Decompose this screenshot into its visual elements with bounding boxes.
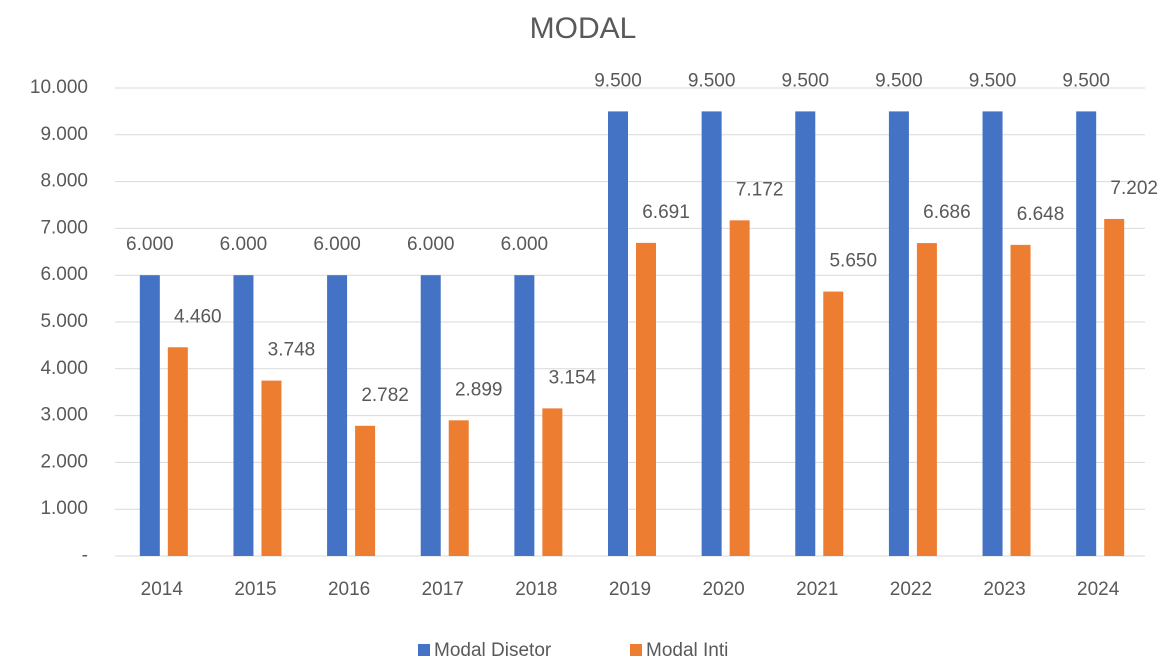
x-tick-label: 2014 xyxy=(141,579,184,600)
x-tick-label: 2023 xyxy=(983,579,1025,600)
data-label: 6.686 xyxy=(923,202,971,223)
x-tick-label: 2024 xyxy=(1077,579,1120,600)
legend-swatch xyxy=(630,644,642,656)
y-tick-label: 10.000 xyxy=(30,77,88,98)
bar xyxy=(636,242,656,556)
bar xyxy=(1010,244,1031,556)
y-tick-label: 4.000 xyxy=(40,358,88,379)
y-tick-label: 1.000 xyxy=(40,498,88,519)
bar xyxy=(139,275,160,556)
data-label: 9.500 xyxy=(1062,70,1110,91)
y-tick-label: 7.000 xyxy=(40,217,88,238)
legend-label: Modal Disetor xyxy=(434,640,552,661)
y-tick-label: 2.000 xyxy=(40,451,88,472)
bar xyxy=(916,243,937,556)
bar xyxy=(982,111,1003,557)
legend-label: Modal Inti xyxy=(646,640,728,661)
x-tick-label: 2016 xyxy=(328,579,370,600)
data-label: 9.500 xyxy=(594,70,642,91)
data-label: 9.500 xyxy=(875,70,923,91)
bar xyxy=(1104,218,1125,556)
x-tick-label: 2019 xyxy=(609,579,651,600)
x-tick-label: 2018 xyxy=(515,579,557,600)
y-tick-label: 3.000 xyxy=(40,405,88,426)
bar xyxy=(701,111,722,557)
data-label: 5.650 xyxy=(829,251,877,272)
bar xyxy=(729,220,750,556)
y-tick-label: 6.000 xyxy=(40,264,88,285)
data-label: 6.000 xyxy=(407,234,455,255)
bar xyxy=(795,111,816,557)
bar xyxy=(823,291,844,556)
chart-title: MODAL xyxy=(530,12,637,45)
data-label: 3.748 xyxy=(268,340,316,361)
bar xyxy=(233,275,254,556)
bar xyxy=(448,420,469,556)
data-label: 4.460 xyxy=(174,306,222,327)
x-tick-label: 2017 xyxy=(422,579,464,600)
y-tick-label: 5.000 xyxy=(40,311,88,332)
data-label: 6.000 xyxy=(313,234,361,255)
y-tick-label: 8.000 xyxy=(40,171,88,192)
data-label: 3.154 xyxy=(549,367,597,388)
data-label: 9.500 xyxy=(969,70,1017,91)
data-label: 2.782 xyxy=(361,385,409,406)
y-tick-label: 9.000 xyxy=(40,124,88,145)
x-tick-label: 2022 xyxy=(890,579,932,600)
data-label: 7.202 xyxy=(1110,178,1158,199)
bar xyxy=(888,111,909,557)
data-label: 7.172 xyxy=(736,179,784,200)
legend-swatch xyxy=(418,644,430,656)
bar xyxy=(608,111,628,557)
bar xyxy=(542,408,563,556)
bar xyxy=(1076,111,1097,557)
y-tick-label: - xyxy=(82,545,88,566)
bar xyxy=(514,275,535,556)
data-label: 6.691 xyxy=(642,202,690,223)
bar xyxy=(420,275,441,556)
bar xyxy=(167,347,188,556)
data-label: 6.000 xyxy=(220,234,268,255)
bar xyxy=(261,380,282,556)
data-label: 9.500 xyxy=(688,70,736,91)
data-label: 6.000 xyxy=(126,234,174,255)
data-label: 2.899 xyxy=(455,379,503,400)
data-label: 6.648 xyxy=(1017,204,1065,225)
x-tick-label: 2021 xyxy=(796,579,838,600)
data-label: 9.500 xyxy=(781,70,829,91)
bar xyxy=(327,275,348,556)
x-tick-label: 2020 xyxy=(702,579,744,600)
x-tick-label: 2015 xyxy=(234,579,276,600)
data-label: 6.000 xyxy=(501,234,549,255)
bar xyxy=(355,425,376,556)
